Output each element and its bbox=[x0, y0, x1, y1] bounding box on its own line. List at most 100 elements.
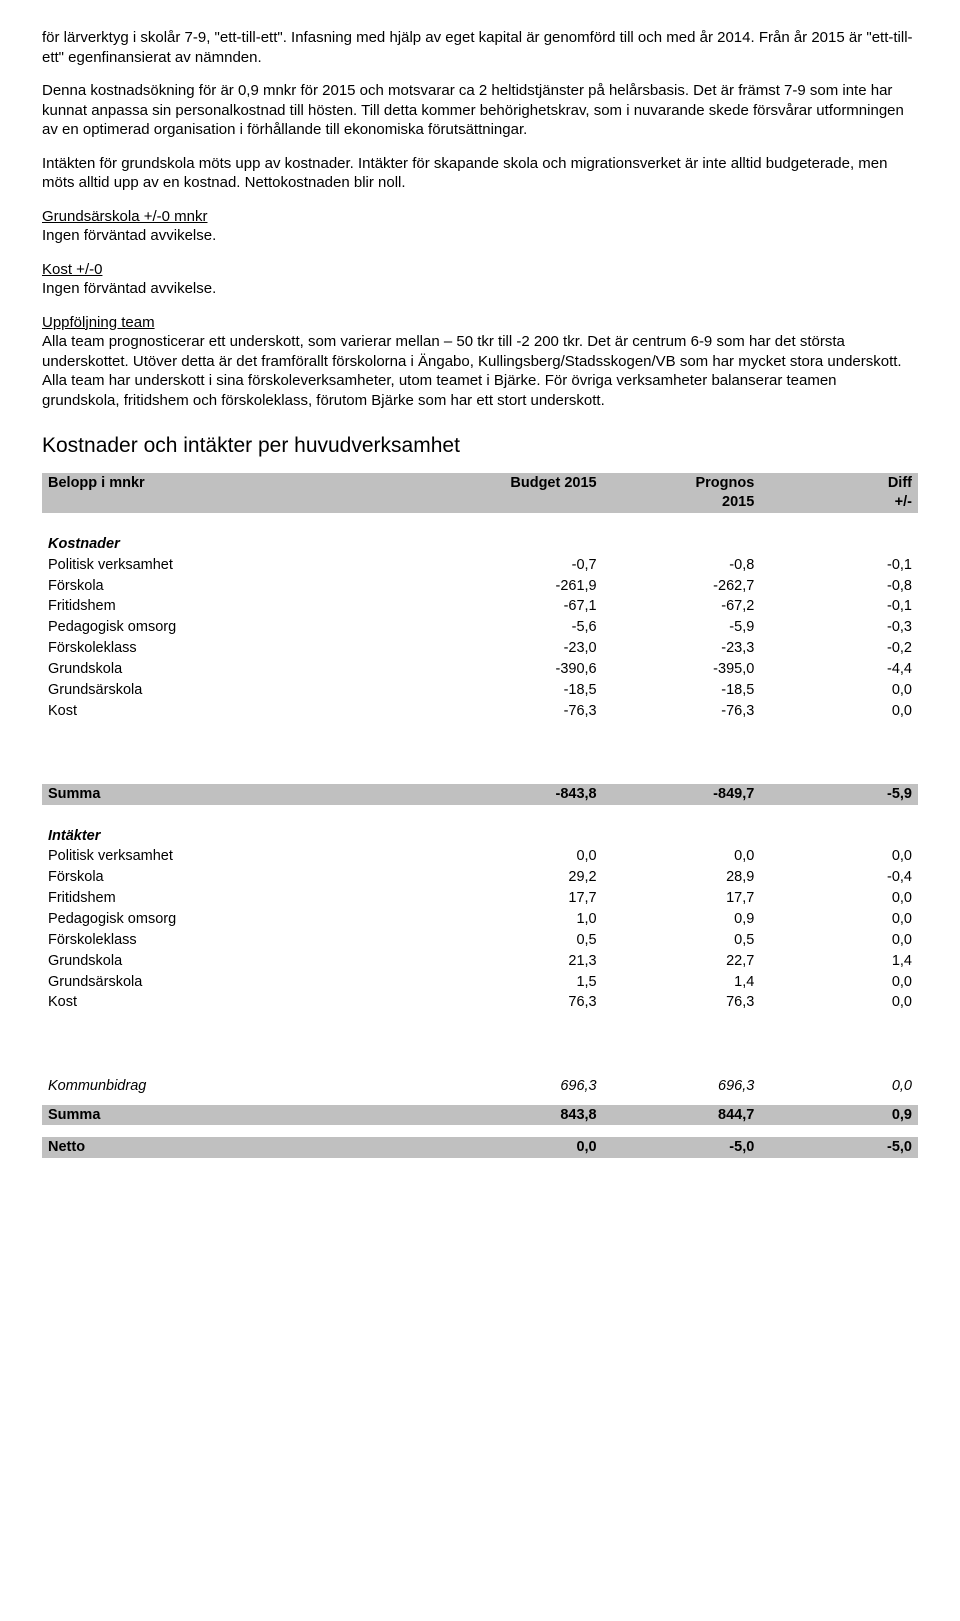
table-row: Kost76,376,30,0 bbox=[42, 992, 918, 1013]
summa-prognos: 844,7 bbox=[603, 1105, 761, 1126]
row-diff: 0,0 bbox=[760, 972, 918, 993]
grundsarskola-body: Ingen förväntad avvikelse. bbox=[42, 227, 216, 244]
summa-budget: 843,8 bbox=[445, 1105, 603, 1126]
table-row: Förskoleklass0,50,50,0 bbox=[42, 930, 918, 951]
row-diff: 0,0 bbox=[760, 930, 918, 951]
row-diff: -0,4 bbox=[760, 867, 918, 888]
header-prognos: Prognos 2015 bbox=[603, 473, 761, 513]
paragraph-3: Intäkten för grundskola möts upp av kost… bbox=[42, 154, 918, 193]
table-row: Förskola-261,9-262,7-0,8 bbox=[42, 576, 918, 597]
table-header-row: Belopp i mnkr Budget 2015 Prognos 2015 D… bbox=[42, 473, 918, 513]
intakter-group-title: Intäkter bbox=[42, 826, 918, 847]
summa-intakter-row: Summa 843,8 844,7 0,9 bbox=[42, 1105, 918, 1126]
row-label: Politisk verksamhet bbox=[42, 555, 445, 576]
row-budget: 1,5 bbox=[445, 972, 603, 993]
table-row: Pedagogisk omsorg-5,6-5,9-0,3 bbox=[42, 617, 918, 638]
row-budget: 21,3 bbox=[445, 951, 603, 972]
row-label: Förskoleklass bbox=[42, 930, 445, 951]
row-label: Kost bbox=[42, 992, 445, 1013]
table-row: Förskoleklass-23,0-23,3-0,2 bbox=[42, 638, 918, 659]
paragraph-1: för lärverktyg i skolår 7-9, "ett-till-e… bbox=[42, 28, 918, 67]
row-label: Grundsärskola bbox=[42, 680, 445, 701]
row-label: Fritidshem bbox=[42, 596, 445, 617]
kostnader-label: Kostnader bbox=[42, 534, 918, 555]
row-budget: -18,5 bbox=[445, 680, 603, 701]
intakter-label: Intäkter bbox=[42, 826, 918, 847]
spacer-row bbox=[42, 1034, 918, 1055]
row-prognos: -0,8 bbox=[603, 555, 761, 576]
spacer-row bbox=[42, 721, 918, 742]
kost-title: Kost +/-0 bbox=[42, 261, 102, 278]
kost-body: Ingen förväntad avvikelse. bbox=[42, 280, 216, 297]
spacer-row bbox=[42, 1055, 918, 1076]
row-budget: 1,0 bbox=[445, 909, 603, 930]
row-diff: 0,0 bbox=[760, 846, 918, 867]
kommunbidrag-prognos: 696,3 bbox=[603, 1076, 761, 1097]
table-row: Kost-76,3-76,30,0 bbox=[42, 701, 918, 722]
row-diff: 0,0 bbox=[760, 680, 918, 701]
row-label: Grundskola bbox=[42, 659, 445, 680]
uppfoljning-title: Uppföljning team bbox=[42, 314, 155, 331]
netto-diff: -5,0 bbox=[760, 1137, 918, 1158]
header-prognos-l1: Prognos bbox=[695, 475, 754, 491]
row-prognos: -18,5 bbox=[603, 680, 761, 701]
spacer-row bbox=[42, 805, 918, 826]
row-label: Kost bbox=[42, 701, 445, 722]
grundsarskola-title: Grundsärskola +/-0 mnkr bbox=[42, 208, 207, 225]
uppfoljning-body: Alla team prognosticerar ett underskott,… bbox=[42, 333, 902, 409]
row-diff: 0,0 bbox=[760, 701, 918, 722]
row-prognos: 76,3 bbox=[603, 992, 761, 1013]
kommunbidrag-budget: 696,3 bbox=[445, 1076, 603, 1097]
row-prognos: -395,0 bbox=[603, 659, 761, 680]
row-diff: 0,0 bbox=[760, 909, 918, 930]
spacer-row bbox=[42, 1013, 918, 1034]
kost-block: Kost +/-0 Ingen förväntad avvikelse. bbox=[42, 260, 918, 299]
header-diff: Diff +/- bbox=[760, 473, 918, 513]
spacer-row bbox=[42, 1125, 918, 1137]
kostnader-group-title: Kostnader bbox=[42, 534, 918, 555]
spacer-row bbox=[42, 763, 918, 784]
summa-diff: -5,9 bbox=[760, 784, 918, 805]
netto-prognos: -5,0 bbox=[603, 1137, 761, 1158]
table-row: Grundsärskola1,51,40,0 bbox=[42, 972, 918, 993]
summa-diff: 0,9 bbox=[760, 1105, 918, 1126]
row-prognos: 0,9 bbox=[603, 909, 761, 930]
row-prognos: -23,3 bbox=[603, 638, 761, 659]
table-row: Förskola29,228,9-0,4 bbox=[42, 867, 918, 888]
row-prognos: 1,4 bbox=[603, 972, 761, 993]
table-heading: Kostnader och intäkter per huvudverksamh… bbox=[42, 432, 918, 459]
row-diff: -0,8 bbox=[760, 576, 918, 597]
row-diff: -0,1 bbox=[760, 555, 918, 576]
row-diff: -4,4 bbox=[760, 659, 918, 680]
row-prognos: -5,9 bbox=[603, 617, 761, 638]
row-diff: 0,0 bbox=[760, 888, 918, 909]
row-budget: -5,6 bbox=[445, 617, 603, 638]
summa-label: Summa bbox=[42, 1105, 445, 1126]
row-label: Förskola bbox=[42, 576, 445, 597]
row-budget: 0,0 bbox=[445, 846, 603, 867]
row-diff: -0,1 bbox=[760, 596, 918, 617]
row-prognos: 17,7 bbox=[603, 888, 761, 909]
table-row: Politisk verksamhet0,00,00,0 bbox=[42, 846, 918, 867]
spacer-row bbox=[42, 1097, 918, 1105]
kommunbidrag-diff: 0,0 bbox=[760, 1076, 918, 1097]
kommunbidrag-row: Kommunbidrag 696,3 696,3 0,0 bbox=[42, 1076, 918, 1097]
row-budget: -0,7 bbox=[445, 555, 603, 576]
row-prognos: 0,5 bbox=[603, 930, 761, 951]
row-diff: -0,3 bbox=[760, 617, 918, 638]
row-budget: -261,9 bbox=[445, 576, 603, 597]
row-prognos: -67,2 bbox=[603, 596, 761, 617]
summa-prognos: -849,7 bbox=[603, 784, 761, 805]
table-row: Fritidshem17,717,70,0 bbox=[42, 888, 918, 909]
grundsarskola-block: Grundsärskola +/-0 mnkr Ingen förväntad … bbox=[42, 207, 918, 246]
header-belopp: Belopp i mnkr bbox=[42, 473, 445, 513]
table-row: Fritidshem-67,1-67,2-0,1 bbox=[42, 596, 918, 617]
row-label: Grundsärskola bbox=[42, 972, 445, 993]
header-diff-l1: Diff bbox=[888, 475, 912, 491]
header-diff-l2: +/- bbox=[895, 494, 912, 510]
spacer-row bbox=[42, 513, 918, 534]
row-budget: 76,3 bbox=[445, 992, 603, 1013]
row-prognos: 28,9 bbox=[603, 867, 761, 888]
row-diff: 0,0 bbox=[760, 992, 918, 1013]
paragraph-2: Denna kostnadsökning för är 0,9 mnkr för… bbox=[42, 81, 918, 140]
